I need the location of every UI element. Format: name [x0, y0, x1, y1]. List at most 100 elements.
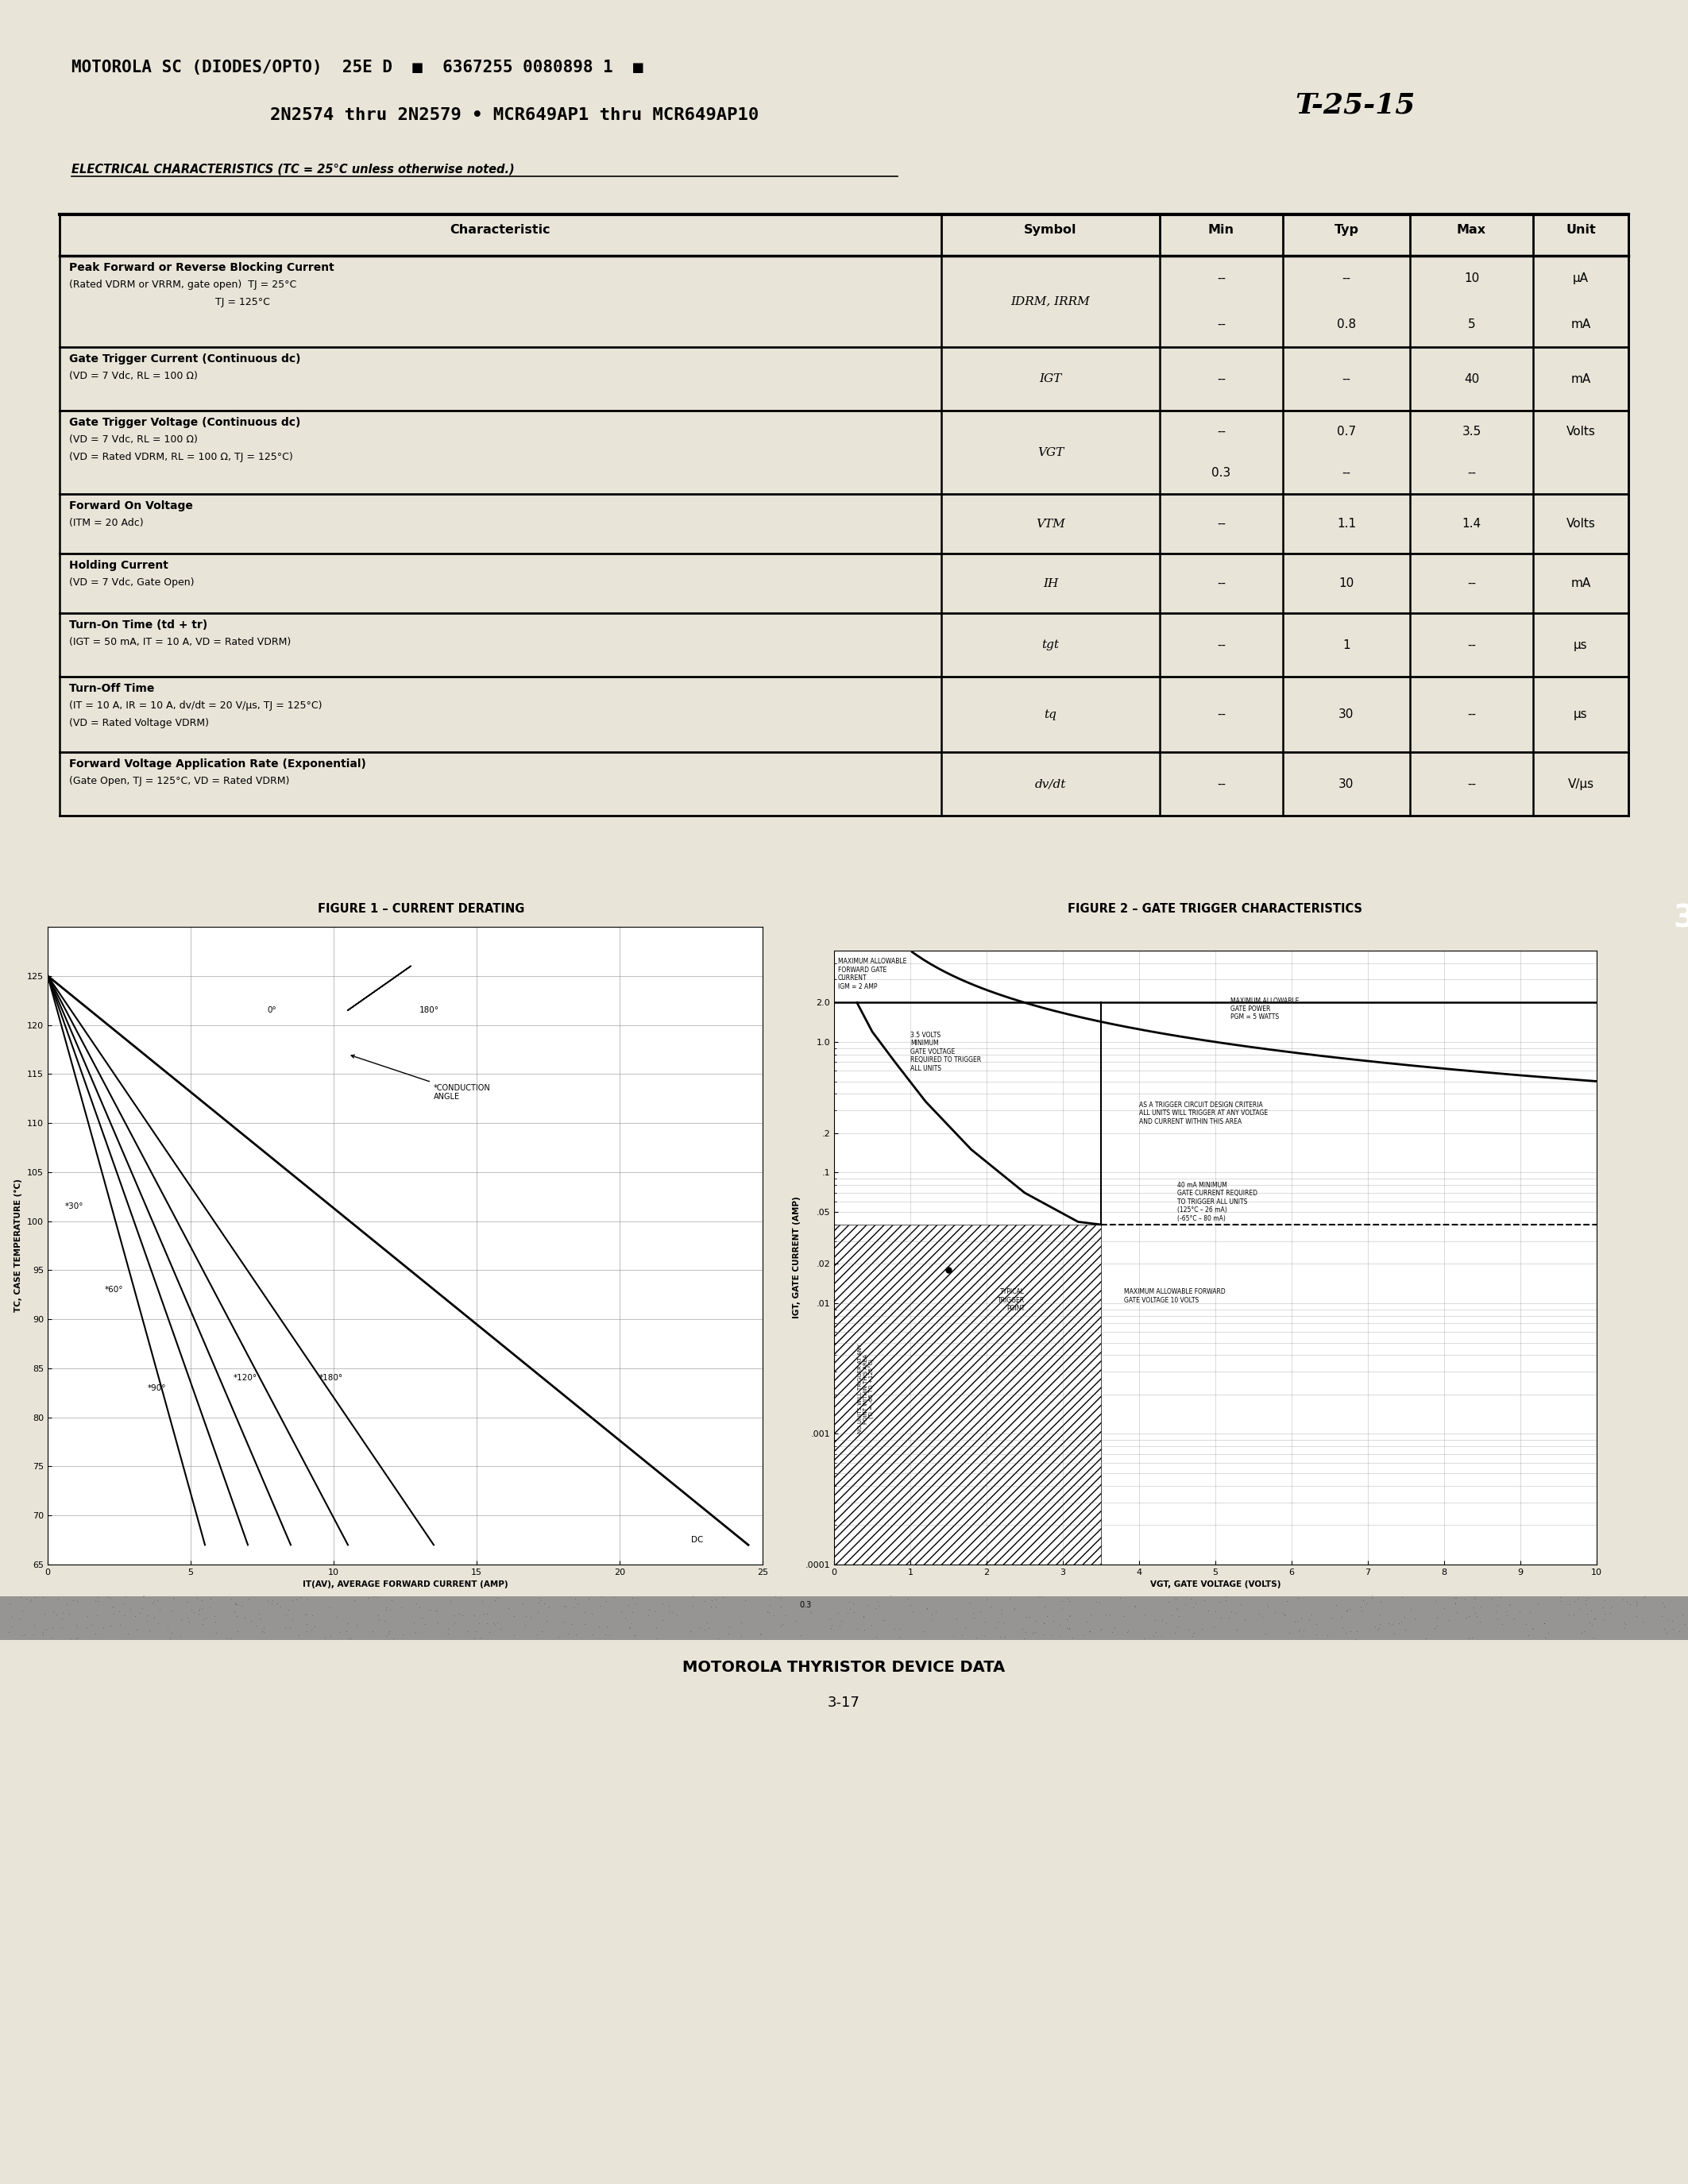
- Text: *120°: *120°: [233, 1374, 258, 1382]
- Text: MAXIMUM ALLOWABLE
FORWARD GATE
CURRENT
IGM = 2 AMP: MAXIMUM ALLOWABLE FORWARD GATE CURRENT I…: [837, 959, 906, 989]
- Text: 40: 40: [1463, 373, 1479, 384]
- Text: *180°: *180°: [319, 1374, 343, 1382]
- Text: --: --: [1217, 518, 1225, 531]
- Text: 0.7: 0.7: [1337, 426, 1355, 437]
- Text: mA: mA: [1572, 319, 1590, 330]
- Text: Forward On Voltage: Forward On Voltage: [69, 500, 192, 511]
- Text: --: --: [1342, 467, 1350, 478]
- Text: (VD = Rated Voltage VDRM): (VD = Rated Voltage VDRM): [69, 719, 209, 727]
- Text: --: --: [1217, 373, 1225, 384]
- Text: (IGT = 50 mA, IT = 10 A, VD = Rated VDRM): (IGT = 50 mA, IT = 10 A, VD = Rated VDRM…: [69, 638, 290, 646]
- Text: 3.5: 3.5: [1462, 426, 1480, 437]
- Text: --: --: [1217, 577, 1225, 590]
- X-axis label: VGT, GATE VOLTAGE (VOLTS): VGT, GATE VOLTAGE (VOLTS): [1150, 1581, 1281, 1588]
- Text: NO UNITS WILL TRIGGER AT ANY
POINT WITHIN THIS AREA
(TJ = -65 TO +125°C): NO UNITS WILL TRIGGER AT ANY POINT WITHI…: [858, 1343, 874, 1435]
- Text: --: --: [1467, 778, 1475, 791]
- Text: (VD = 7 Vdc, RL = 100 Ω): (VD = 7 Vdc, RL = 100 Ω): [69, 435, 197, 446]
- Text: VGT: VGT: [1038, 448, 1063, 459]
- Text: 0°: 0°: [267, 1007, 277, 1013]
- Text: --: --: [1467, 640, 1475, 651]
- Text: MAXIMUM ALLOWABLE FORWARD
GATE VOLTAGE 10 VOLTS: MAXIMUM ALLOWABLE FORWARD GATE VOLTAGE 1…: [1124, 1289, 1225, 1304]
- Text: μA: μA: [1573, 273, 1588, 284]
- Text: IH: IH: [1043, 579, 1058, 590]
- Text: mA: mA: [1572, 577, 1590, 590]
- Text: FIGURE 1 – CURRENT DERATING: FIGURE 1 – CURRENT DERATING: [317, 902, 525, 915]
- Text: 10: 10: [1463, 273, 1479, 284]
- Text: VTM: VTM: [1036, 518, 1065, 529]
- Text: MOTOROLA SC (DIODES/OPTO)  25E D  ■  6367255 0080898 1  ■: MOTOROLA SC (DIODES/OPTO) 25E D ■ 636725…: [71, 59, 643, 76]
- Text: 30: 30: [1339, 708, 1354, 721]
- X-axis label: IT(AV), AVERAGE FORWARD CURRENT (AMP): IT(AV), AVERAGE FORWARD CURRENT (AMP): [302, 1581, 508, 1588]
- Text: Characteristic: Characteristic: [451, 225, 550, 236]
- Text: 1.4: 1.4: [1462, 518, 1480, 531]
- Text: (VD = 7 Vdc, RL = 100 Ω): (VD = 7 Vdc, RL = 100 Ω): [69, 371, 197, 382]
- Text: Min: Min: [1209, 225, 1234, 236]
- Text: 40 mA MINIMUM
GATE CURRENT REQUIRED
TO TRIGGER ALL UNITS
(125°C – 26 mA)
(-65°C : 40 mA MINIMUM GATE CURRENT REQUIRED TO T…: [1177, 1182, 1258, 1223]
- Text: --: --: [1342, 273, 1350, 284]
- Text: Volts: Volts: [1566, 518, 1595, 531]
- Text: (ITM = 20 Adc): (ITM = 20 Adc): [69, 518, 143, 529]
- Text: *60°: *60°: [105, 1286, 123, 1293]
- Y-axis label: TC, CASE TEMPERATURE (°C): TC, CASE TEMPERATURE (°C): [15, 1179, 22, 1313]
- Text: Peak Forward or Reverse Blocking Current: Peak Forward or Reverse Blocking Current: [69, 262, 334, 273]
- Text: 5: 5: [1469, 319, 1475, 330]
- Text: AS A TRIGGER CIRCUIT DESIGN CRITERIA
ALL UNITS WILL TRIGGER AT ANY VOLTAGE
AND C: AS A TRIGGER CIRCUIT DESIGN CRITERIA ALL…: [1139, 1101, 1268, 1125]
- Text: Typ: Typ: [1334, 225, 1359, 236]
- Text: μs: μs: [1573, 708, 1588, 721]
- Text: μs: μs: [1573, 640, 1588, 651]
- Text: Max: Max: [1457, 225, 1487, 236]
- Text: (IT = 10 A, IR = 10 A, dv/dt = 20 V/μs, TJ = 125°C): (IT = 10 A, IR = 10 A, dv/dt = 20 V/μs, …: [69, 701, 322, 710]
- Text: Forward Voltage Application Rate (Exponential): Forward Voltage Application Rate (Expone…: [69, 758, 366, 769]
- Bar: [0, 1597, 1688, 1640]
- Text: Gate Trigger Voltage (Continuous dc): Gate Trigger Voltage (Continuous dc): [69, 417, 300, 428]
- Text: --: --: [1217, 708, 1225, 721]
- Text: 0.8: 0.8: [1337, 319, 1355, 330]
- Text: Unit: Unit: [1566, 225, 1595, 236]
- Text: DC: DC: [690, 1535, 704, 1544]
- Text: *30°: *30°: [64, 1203, 83, 1210]
- Text: Gate Trigger Current (Continuous dc): Gate Trigger Current (Continuous dc): [69, 354, 300, 365]
- Text: --: --: [1467, 708, 1475, 721]
- Text: --: --: [1217, 640, 1225, 651]
- Text: T-25-15: T-25-15: [1295, 92, 1415, 118]
- Text: (VD = Rated VDRM, RL = 100 Ω, TJ = 125°C): (VD = Rated VDRM, RL = 100 Ω, TJ = 125°C…: [69, 452, 294, 463]
- Text: --: --: [1217, 426, 1225, 437]
- Text: --: --: [1467, 577, 1475, 590]
- Text: *CONDUCTION
ANGLE: *CONDUCTION ANGLE: [351, 1055, 491, 1101]
- Text: 3-17: 3-17: [827, 1695, 861, 1710]
- Text: mA: mA: [1572, 373, 1590, 384]
- Text: 3: 3: [1673, 904, 1688, 935]
- Text: 2N2574 thru 2N2579 • MCR649AP1 thru MCR649AP10: 2N2574 thru 2N2579 • MCR649AP1 thru MCR6…: [270, 107, 760, 122]
- Text: (Gate Open, TJ = 125°C, VD = Rated VDRM): (Gate Open, TJ = 125°C, VD = Rated VDRM): [69, 775, 289, 786]
- Text: --: --: [1217, 778, 1225, 791]
- Text: tgt: tgt: [1041, 640, 1060, 651]
- Text: 1: 1: [1342, 640, 1350, 651]
- Text: --: --: [1342, 373, 1350, 384]
- Text: V/μs: V/μs: [1568, 778, 1593, 791]
- Text: Turn-On Time (td + tr): Turn-On Time (td + tr): [69, 620, 208, 631]
- Text: Symbol: Symbol: [1025, 225, 1077, 236]
- Text: (VD = 7 Vdc, Gate Open): (VD = 7 Vdc, Gate Open): [69, 577, 194, 587]
- Text: MOTOROLA THYRISTOR DEVICE DATA: MOTOROLA THYRISTOR DEVICE DATA: [682, 1660, 1006, 1675]
- Y-axis label: IGT, GATE CURRENT (AMP): IGT, GATE CURRENT (AMP): [793, 1197, 800, 1319]
- Text: dv/dt: dv/dt: [1035, 778, 1067, 788]
- Text: *90°: *90°: [149, 1385, 167, 1391]
- Text: FIGURE 2 – GATE TRIGGER CHARACTERISTICS: FIGURE 2 – GATE TRIGGER CHARACTERISTICS: [1069, 902, 1362, 915]
- Text: 1.1: 1.1: [1337, 518, 1355, 531]
- Text: Volts: Volts: [1566, 426, 1595, 437]
- Text: ELECTRICAL CHARACTERISTICS (TC = 25°C unless otherwise noted.): ELECTRICAL CHARACTERISTICS (TC = 25°C un…: [71, 164, 515, 175]
- Text: IGT: IGT: [1040, 373, 1062, 384]
- Text: TJ = 125°C: TJ = 125°C: [69, 297, 270, 308]
- Text: --: --: [1467, 467, 1475, 478]
- Text: 180°: 180°: [419, 1007, 439, 1013]
- Text: MAXIMUM ALLOWABLE
GATE POWER
PGM = 5 WATTS: MAXIMUM ALLOWABLE GATE POWER PGM = 5 WAT…: [1231, 998, 1300, 1020]
- Text: 0.3: 0.3: [798, 1601, 812, 1610]
- Text: IDRM, IRRM: IDRM, IRRM: [1011, 295, 1090, 308]
- Text: --: --: [1217, 319, 1225, 330]
- Text: 0.3: 0.3: [1212, 467, 1231, 478]
- Text: 3.5 VOLTS
MINIMUM
GATE VOLTAGE
REQUIRED TO TRIGGER
ALL UNITS: 3.5 VOLTS MINIMUM GATE VOLTAGE REQUIRED …: [910, 1031, 981, 1072]
- Text: Turn-Off Time: Turn-Off Time: [69, 684, 154, 695]
- Text: (Rated VDRM or VRRM, gate open)  TJ = 25°C: (Rated VDRM or VRRM, gate open) TJ = 25°…: [69, 280, 297, 290]
- Text: TYPICAL
TRIGGER
POINT: TYPICAL TRIGGER POINT: [998, 1289, 1025, 1313]
- Text: 10: 10: [1339, 577, 1354, 590]
